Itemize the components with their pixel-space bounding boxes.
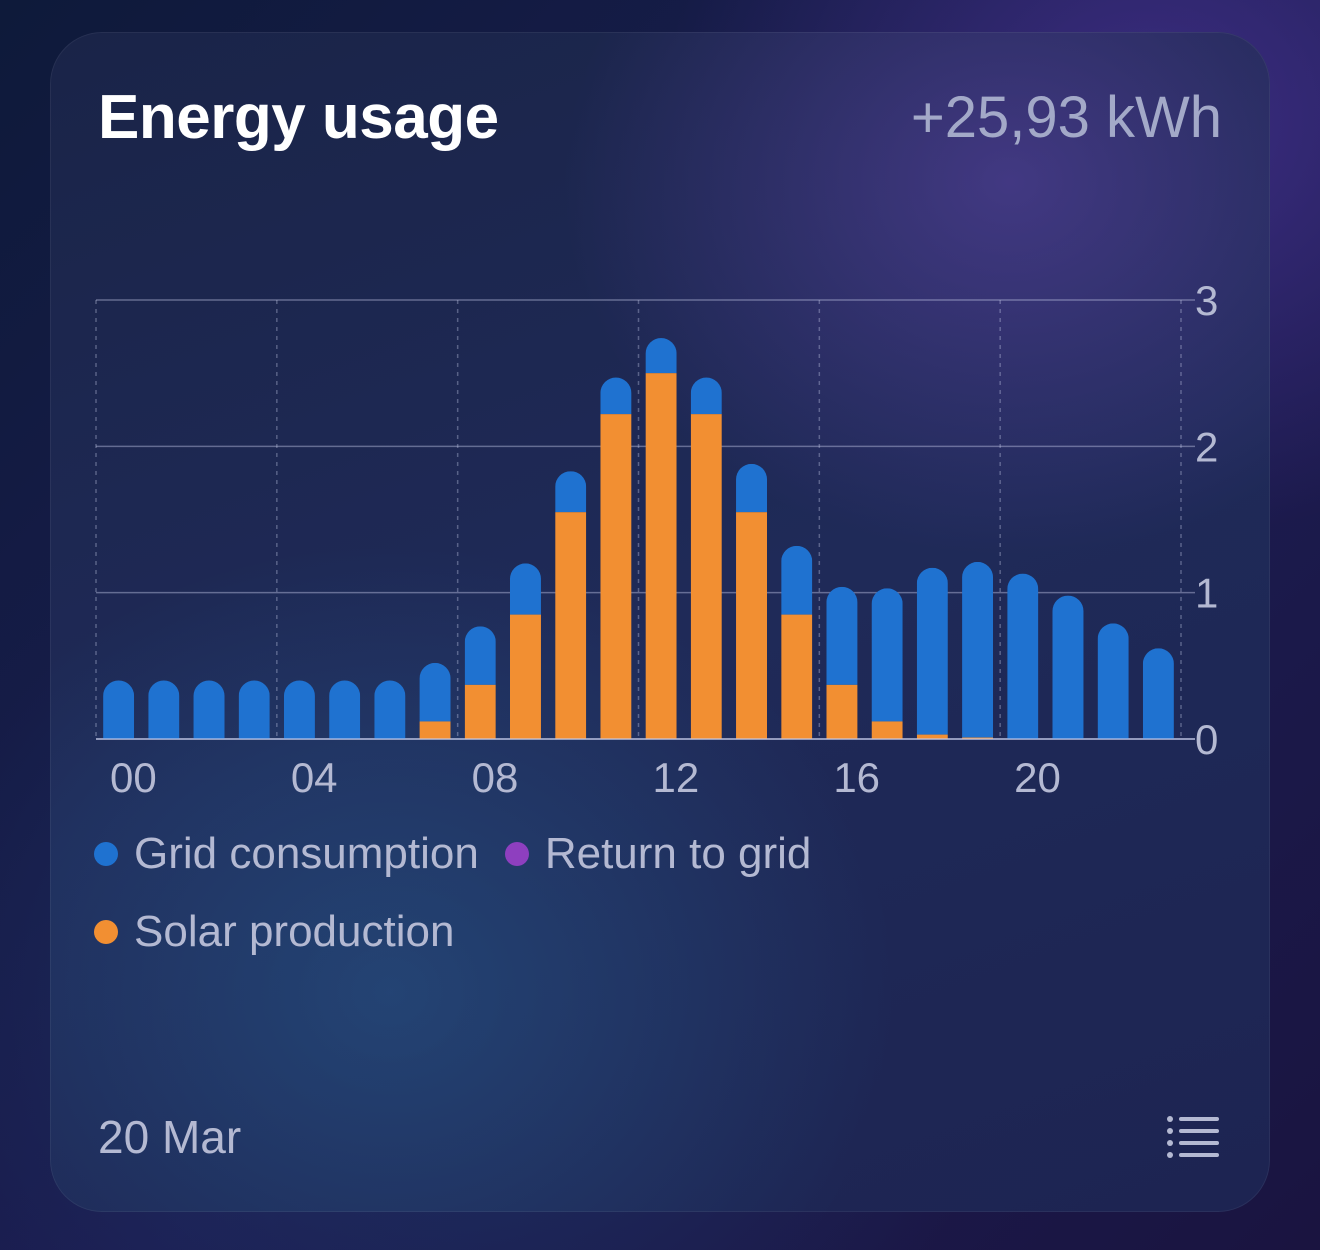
x-tick-label: 00 xyxy=(110,754,157,801)
grid-consumption-bar xyxy=(1052,595,1084,739)
legend-label: Grid consumption xyxy=(134,829,479,878)
solar-production-bar xyxy=(916,734,948,739)
grid-consumption-bar xyxy=(148,680,180,739)
bar-hour-18[interactable] xyxy=(916,567,948,739)
bar-hour-07[interactable] xyxy=(419,662,451,739)
grid-consumption-bar xyxy=(871,588,903,722)
legend-item-return-to-grid[interactable]: Return to grid xyxy=(504,828,812,880)
bar-hour-08[interactable] xyxy=(464,626,496,739)
grid-consumption-bar xyxy=(103,680,135,739)
bar-hour-19[interactable] xyxy=(962,561,994,739)
list-icon xyxy=(1167,1116,1219,1158)
chart-legend: Grid consumption Return to grid Solar pr… xyxy=(94,828,1094,958)
grid-consumption-bar xyxy=(238,680,270,739)
x-tick-label: 20 xyxy=(1014,754,1061,801)
grid-consumption-bar xyxy=(555,471,587,513)
solar-production-bar xyxy=(736,512,768,739)
grid-consumption-bar xyxy=(962,561,994,738)
legend-item-solar-production[interactable]: Solar production xyxy=(94,906,1094,958)
bar-hour-15[interactable] xyxy=(781,545,813,739)
bar-hour-14[interactable] xyxy=(736,463,768,739)
legend-label: Return to grid xyxy=(544,829,812,878)
grid-consumption-bar xyxy=(736,463,768,513)
legend-item-grid-consumption[interactable]: Grid consumption xyxy=(94,828,479,880)
bar-hour-20[interactable] xyxy=(1007,573,1039,739)
bar-hour-09[interactable] xyxy=(509,563,541,739)
bar-hour-21[interactable] xyxy=(1052,595,1084,739)
grid-consumption-bar xyxy=(645,338,677,374)
grid-consumption-bar xyxy=(193,680,225,739)
x-tick-label: 16 xyxy=(833,754,880,801)
grid-consumption-bar xyxy=(826,586,858,685)
grid-consumption-dot xyxy=(94,842,118,866)
bar-hour-17[interactable] xyxy=(871,588,903,739)
grid-consumption-bar xyxy=(509,563,541,615)
solar-production-bar xyxy=(871,721,903,739)
bar-hour-11[interactable] xyxy=(600,377,632,739)
grid-consumption-bar xyxy=(1007,573,1039,739)
grid-consumption-bar xyxy=(1097,623,1129,739)
energy-usage-card[interactable]: Energy usage +25,93 kWh 0 1 2 3 00 04 08 12 16 20… xyxy=(50,32,1270,1212)
grid-consumption-bar xyxy=(690,377,722,415)
bar-hour-16[interactable] xyxy=(826,586,858,739)
grid-consumption-bar xyxy=(464,626,496,685)
y-tick-label: 2 xyxy=(1195,423,1218,470)
grid-consumption-bar xyxy=(916,567,948,735)
bar-hour-03[interactable] xyxy=(238,680,270,739)
bar-hour-13[interactable] xyxy=(690,377,722,739)
grid-consumption-bar xyxy=(600,377,632,415)
date-label: 20 Mar xyxy=(98,1111,242,1163)
x-tick-label: 12 xyxy=(653,754,700,801)
solar-production-dot xyxy=(94,920,118,944)
return-to-grid-dot xyxy=(504,842,529,866)
solar-production-bar xyxy=(645,373,677,739)
bar-hour-00[interactable] xyxy=(103,680,135,739)
solar-production-bar xyxy=(464,684,496,739)
grid-consumption-bar xyxy=(419,662,451,722)
grid-consumption-bar xyxy=(781,545,813,615)
grid-consumption-bar xyxy=(1142,648,1174,739)
grid-consumption-bar xyxy=(374,680,406,739)
solar-production-bar xyxy=(826,684,858,739)
bar-hour-04[interactable] xyxy=(283,680,315,739)
solar-production-bar xyxy=(419,721,451,739)
total-energy-value: +25,93 kWh xyxy=(910,85,1222,150)
grid-consumption-bar xyxy=(283,680,315,739)
list-view-button[interactable] xyxy=(1166,1114,1222,1160)
bar-hour-22[interactable] xyxy=(1097,623,1129,739)
card-title: Energy usage xyxy=(98,83,499,152)
bar-hour-12[interactable] xyxy=(645,338,677,739)
solar-production-bar xyxy=(781,614,813,739)
bar-hour-02[interactable] xyxy=(193,680,225,739)
bar-hour-01[interactable] xyxy=(148,680,180,739)
x-tick-label: 04 xyxy=(291,754,338,801)
bar-hour-06[interactable] xyxy=(374,680,406,739)
solar-production-bar xyxy=(509,614,541,739)
x-tick-label: 08 xyxy=(472,754,519,801)
grid-consumption-bar xyxy=(329,680,361,739)
y-tick-label: 3 xyxy=(1195,277,1218,324)
y-tick-label: 0 xyxy=(1195,716,1218,763)
bar-hour-05[interactable] xyxy=(329,680,361,739)
legend-label: Solar production xyxy=(134,907,455,956)
bar-hour-10[interactable] xyxy=(555,471,587,739)
bar-hour-23[interactable] xyxy=(1142,648,1174,739)
solar-production-bar xyxy=(690,414,722,739)
solar-production-bar xyxy=(555,512,587,739)
solar-production-bar xyxy=(600,414,632,739)
y-tick-label: 1 xyxy=(1195,570,1218,617)
